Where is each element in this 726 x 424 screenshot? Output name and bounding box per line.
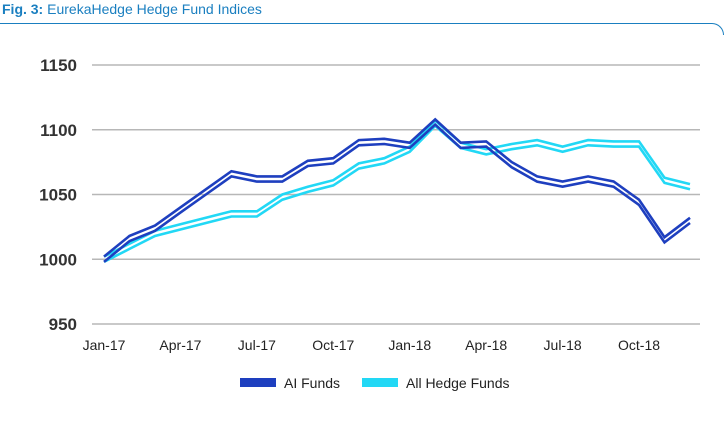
figure-title: Fig. 3: EurekaHedge Hedge Fund Indices [2,1,262,17]
legend-swatch [240,378,276,387]
series-line-stroke [103,122,691,263]
y-tick-label: 950 [49,315,77,334]
legend-swatch [362,378,398,387]
figure-frame-top [0,23,712,24]
series-all-hedge-funds [103,118,691,264]
legend-label: All Hedge Funds [406,375,510,391]
x-tick-label: Apr-17 [159,337,201,353]
legend: AI Funds All Hedge Funds [240,375,510,391]
x-tick-label: Oct-18 [618,337,660,353]
y-tick-label: 1050 [39,186,77,205]
series-lines [103,117,691,264]
x-tick-label: Jul-18 [544,337,582,353]
x-tick-label: Jan-17 [83,337,126,353]
series-line-stroke [103,118,691,258]
y-tick-label: 1000 [39,250,77,269]
x-tick-label: Jul-17 [238,337,276,353]
figure-title-text: EurekaHedge Hedge Fund Indices [47,1,262,17]
grid-lines [92,64,700,325]
y-axis-ticks: 950 1000 1050 1100 1150 [39,56,77,334]
x-tick-label: Oct-17 [312,337,354,353]
x-tick-label: Apr-18 [465,337,507,353]
x-axis-ticks: Jan-17 Apr-17 Jul-17 Oct-17 Jan-18 Apr-18 Jul-… [83,337,661,353]
series-line-stroke [103,117,691,258]
y-tick-label: 1100 [40,121,77,140]
legend-item: All Hedge Funds [362,375,510,391]
x-tick-label: Jan-18 [388,337,431,353]
series-line-stroke [103,124,691,264]
y-tick-label: 1150 [40,56,77,75]
figure-number: Fig. 3: [2,1,44,17]
legend-label: AI Funds [284,375,340,391]
legend-item: AI Funds [240,375,340,391]
series-ai-funds [103,117,691,263]
